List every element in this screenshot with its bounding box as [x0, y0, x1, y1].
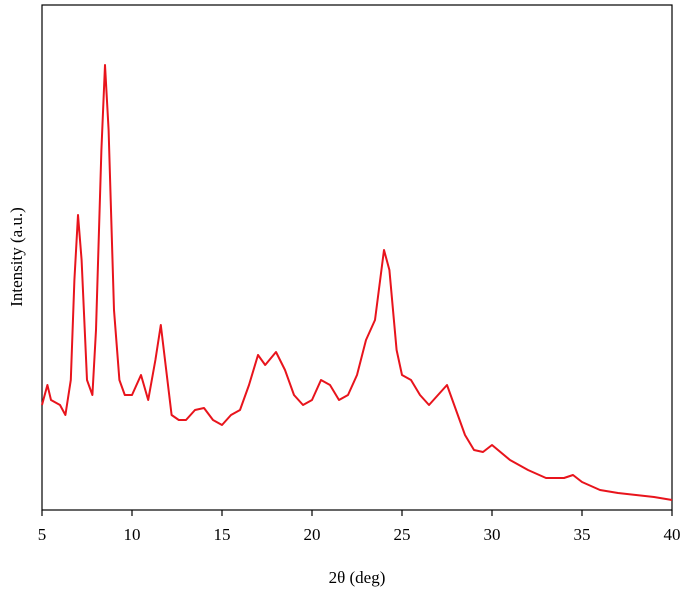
x-tick-label: 15 [214, 525, 231, 544]
x-tick-label: 35 [574, 525, 591, 544]
x-axis-label: 2θ (deg) [329, 568, 386, 587]
x-tick-label: 40 [664, 525, 681, 544]
x-tick-label: 25 [394, 525, 411, 544]
plot-frame [41, 4, 673, 511]
x-tick-label: 20 [304, 525, 321, 544]
x-tick-label: 10 [124, 525, 141, 544]
x-tick-label: 5 [38, 525, 47, 544]
x-tick-label: 30 [484, 525, 501, 544]
data-line [41, 64, 673, 501]
y-axis-label: Intensity (a.u.) [7, 207, 26, 307]
